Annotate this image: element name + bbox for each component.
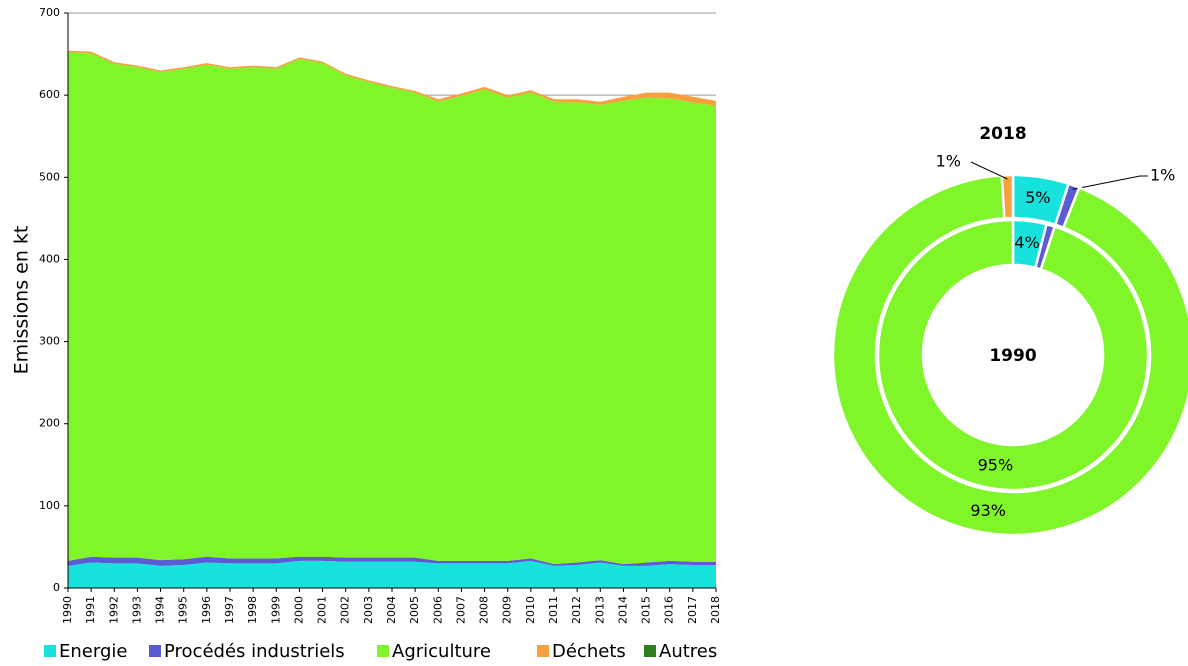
donut-title: 2018 — [979, 124, 1026, 144]
x-tick-label: 1999 — [269, 596, 282, 624]
data-label: 95% — [978, 456, 1014, 475]
data-label: 1% — [936, 152, 961, 171]
x-tick-label: 2004 — [385, 596, 398, 624]
x-tick-label: 2010 — [524, 596, 537, 624]
y-tick-label: 300 — [39, 335, 60, 348]
x-tick-label: 2005 — [408, 596, 421, 624]
data-label: 5% — [1025, 188, 1050, 207]
x-tick-label: 2015 — [640, 596, 653, 624]
legend-label: Autres — [659, 641, 717, 662]
x-tick-label: 2007 — [454, 596, 467, 624]
donut-segment — [876, 218, 1150, 492]
legend-label: Energie — [59, 641, 127, 662]
x-tick-label: 1992 — [107, 596, 120, 624]
legend-swatch — [44, 645, 56, 657]
y-axis-label: Emissions en kt — [11, 226, 33, 375]
y-tick-label: 100 — [39, 499, 60, 512]
x-tick-label: 2016 — [663, 596, 676, 624]
x-tick-label: 2013 — [593, 596, 606, 624]
area — [68, 560, 716, 588]
data-label: 1% — [1150, 166, 1175, 185]
x-tick-label: 1991 — [84, 596, 97, 624]
x-tick-label: 2018 — [709, 596, 722, 624]
legend-swatch — [377, 645, 389, 657]
x-tick-label: 1997 — [223, 596, 236, 624]
y-tick-label: 0 — [53, 581, 60, 594]
x-tick-label: 1996 — [200, 596, 213, 624]
legend-label: Agriculture — [392, 641, 491, 662]
legend-swatch — [537, 645, 549, 657]
leader-line — [970, 161, 1008, 180]
donut-center-label: 1990 — [989, 346, 1036, 366]
x-tick-label: 2000 — [292, 596, 305, 624]
x-tick-label: 1990 — [61, 596, 74, 624]
x-tick-label: 2008 — [478, 596, 491, 624]
x-tick-label: 2011 — [547, 596, 560, 624]
area — [68, 52, 716, 565]
area — [68, 556, 716, 566]
x-tick-label: 1995 — [177, 596, 190, 624]
y-tick-label: 400 — [39, 252, 60, 265]
x-tick-label: 2002 — [339, 596, 352, 624]
legend-swatch — [644, 645, 656, 657]
x-tick-label: 1993 — [130, 596, 143, 624]
x-tick-label: 2017 — [686, 596, 699, 624]
data-label: 93% — [970, 501, 1006, 520]
x-tick-label: 2009 — [501, 596, 514, 624]
x-tick-label: 2012 — [570, 596, 583, 624]
x-tick-label: 2003 — [362, 596, 375, 624]
y-tick-label: 500 — [39, 170, 60, 183]
x-tick-label: 2014 — [616, 596, 629, 624]
legend-label: Déchets — [552, 641, 626, 662]
y-tick-label: 200 — [39, 417, 60, 430]
x-tick-label: 2006 — [431, 596, 444, 624]
data-label: 4% — [1014, 233, 1039, 252]
leader-line — [1072, 175, 1148, 190]
x-tick-label: 1998 — [246, 596, 259, 624]
legend-swatch — [149, 645, 161, 657]
donut-segment — [831, 174, 1188, 537]
donut-segment — [1000, 173, 1015, 220]
y-tick-label: 600 — [39, 88, 60, 101]
legend-label: Procédés industriels — [164, 641, 345, 662]
x-tick-label: 1994 — [154, 596, 167, 624]
y-tick-label: 700 — [39, 6, 60, 19]
x-tick-label: 2001 — [316, 596, 329, 624]
